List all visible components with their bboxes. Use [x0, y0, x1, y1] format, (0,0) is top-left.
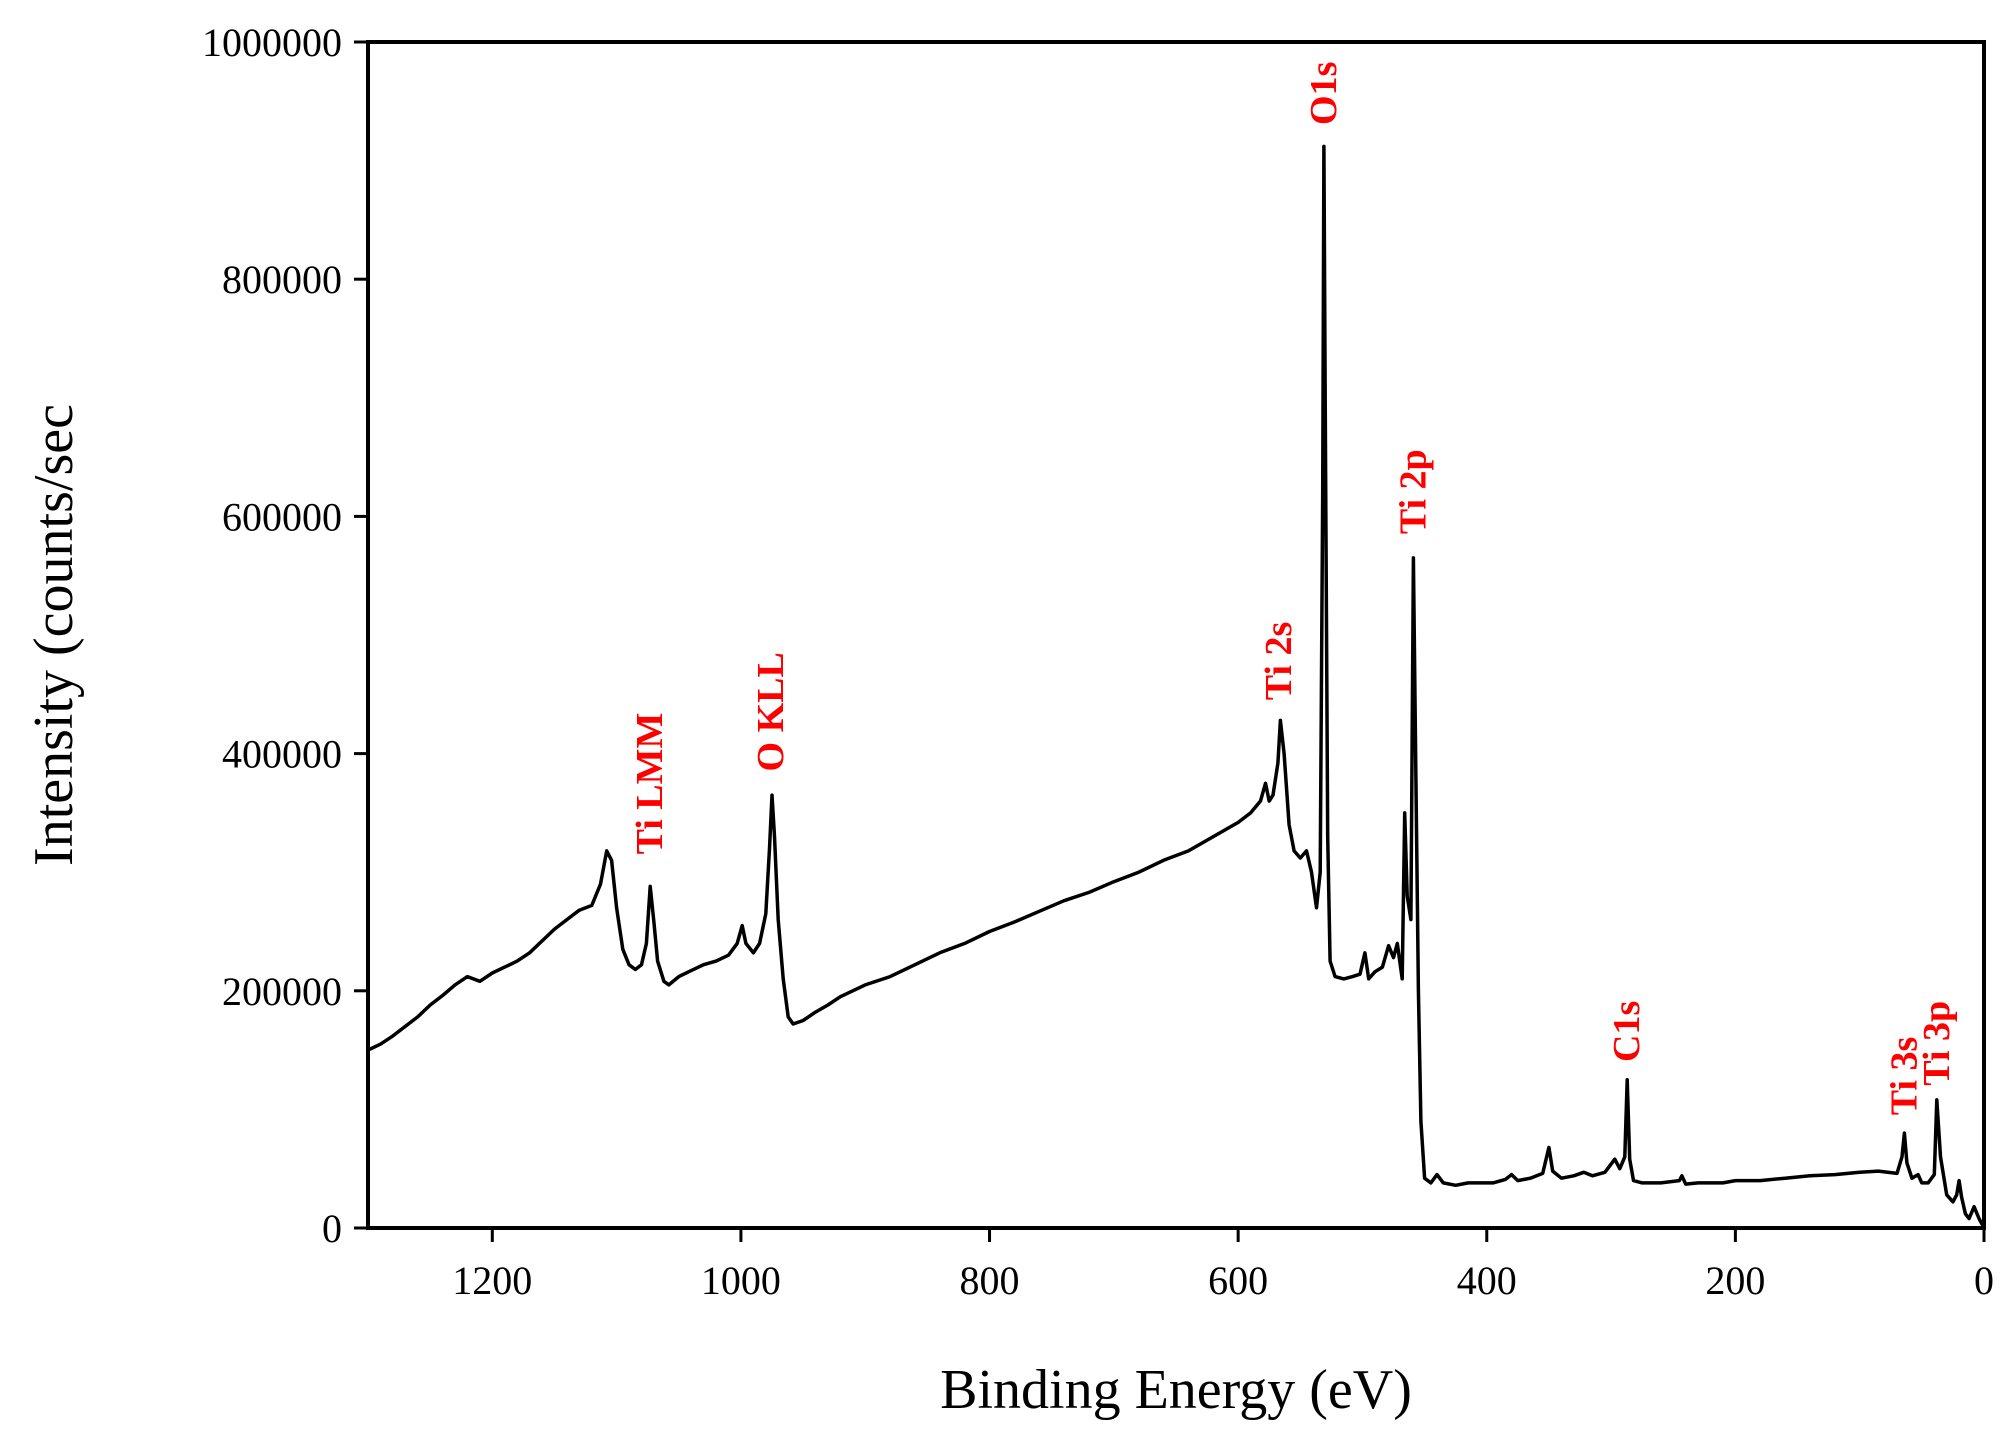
- plot-frame: [366, 40, 1986, 1230]
- x-tick-label: 0: [1974, 1258, 1994, 1303]
- y-tick-label: 400000: [222, 732, 342, 777]
- spectrum-line: [367, 144, 1985, 1227]
- series-layer: [367, 144, 1985, 1227]
- y-tick-label: 800000: [222, 257, 342, 302]
- x-tick-label: 1200: [452, 1258, 532, 1303]
- y-axis-title: Intensity (counts/sec: [23, 404, 85, 866]
- peak-label: C1s: [1606, 1001, 1648, 1062]
- peak-label: Ti 3p: [1916, 1001, 1958, 1086]
- peak-label: Ti 3s: [1883, 1037, 1925, 1116]
- x-tick-label: 200: [1705, 1258, 1765, 1303]
- y-tick-label: 200000: [222, 969, 342, 1014]
- x-axis-title: Binding Energy (eV): [940, 1359, 1412, 1421]
- y-tick-label: 600000: [222, 494, 342, 539]
- ticks-layer: 1200 1000 800 600 400 200 0 0 200000 400000 600000…: [202, 20, 1994, 1303]
- peak-label: O1s: [1303, 62, 1345, 125]
- peak-label: Ti LMM: [629, 713, 671, 855]
- y-tick-label: 0: [322, 1206, 342, 1251]
- x-tick-label: 1000: [701, 1258, 781, 1303]
- peak-label: Ti 2s: [1258, 622, 1300, 701]
- y-tick-label: 1000000: [202, 20, 342, 65]
- peak-label: Ti 2p: [1392, 449, 1434, 534]
- x-tick-label: 400: [1457, 1258, 1517, 1303]
- x-tick-label: 600: [1208, 1258, 1268, 1303]
- peak-label: O KLL: [750, 652, 792, 771]
- x-tick-label: 800: [960, 1258, 1020, 1303]
